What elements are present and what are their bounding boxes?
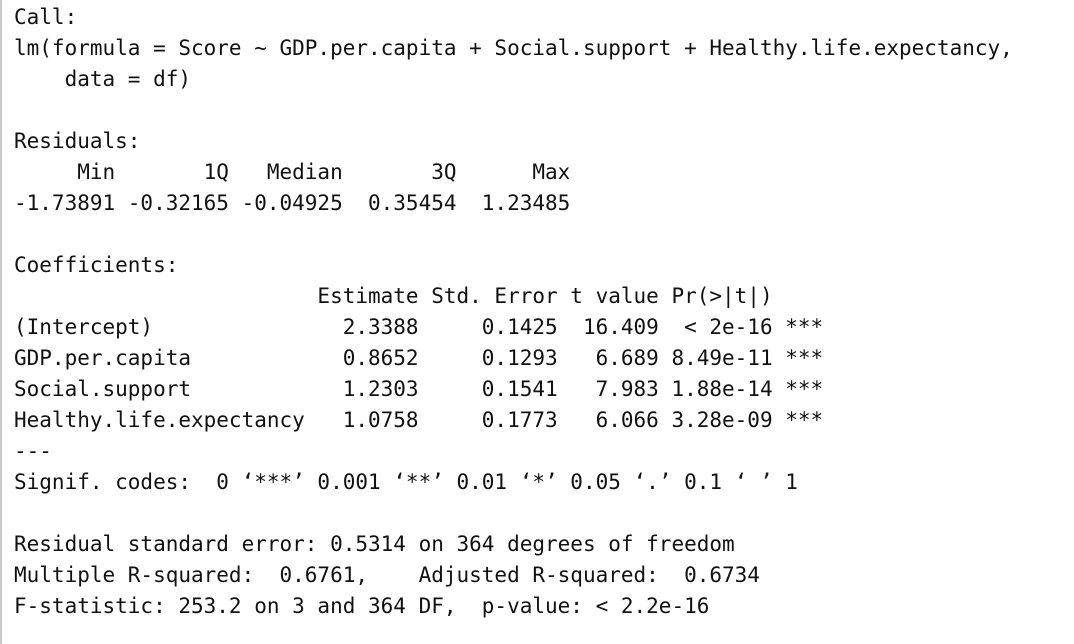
coefficient-row-social-support: Social.support 1.2303 0.1541 7.983 1.88e…	[14, 377, 824, 401]
coefficient-row-life-expectancy: Healthy.life.expectancy 1.0758 0.1773 6.…	[14, 408, 824, 432]
residuals-column-headers: Min 1Q Median 3Q Max	[14, 160, 583, 184]
residuals-header: Residuals:	[14, 129, 141, 153]
blank-line	[14, 95, 1013, 126]
signif-codes-line: Signif. codes: 0 ‘***’ 0.001 ‘**’ 0.01 ‘…	[14, 470, 798, 494]
call-header: Call:	[14, 5, 78, 29]
blank-line	[14, 219, 1013, 250]
residual-standard-error-line: Residual standard error: 0.5314 on 364 d…	[14, 532, 735, 556]
f-statistic-line: F-statistic: 253.2 on 3 and 364 DF, p-va…	[14, 594, 710, 618]
call-data-line: data = df)	[14, 67, 192, 91]
r-squared-line: Multiple R-squared: 0.6761, Adjusted R-s…	[14, 563, 773, 587]
residuals-values: -1.73891 -0.32165 -0.04925 0.35454 1.234…	[14, 191, 583, 215]
separator-line: ---	[14, 439, 52, 463]
call-formula-line: lm(formula = Score ~ GDP.per.capita + So…	[14, 36, 1013, 60]
coefficients-header: Coefficients:	[14, 253, 179, 277]
coefficient-row-intercept: (Intercept) 2.3388 0.1425 16.409 < 2e-16…	[14, 315, 824, 339]
coefficients-column-headers: Estimate Std. Error t value Pr(>|t|)	[14, 284, 824, 308]
coefficient-row-gdp: GDP.per.capita 0.8652 0.1293 6.689 8.49e…	[14, 346, 824, 370]
regression-summary-text: Call: lm(formula = Score ~ GDP.per.capita…	[14, 2, 1013, 622]
blank-line	[14, 498, 1013, 529]
